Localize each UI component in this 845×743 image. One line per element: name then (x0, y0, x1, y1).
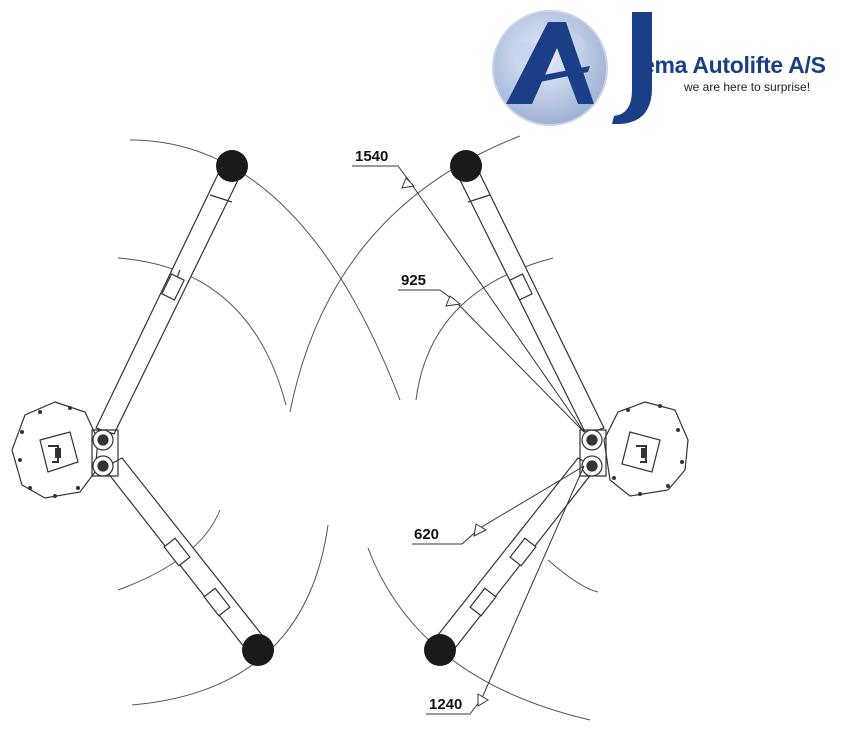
dim-1540-label: 1540 (355, 148, 389, 165)
company-name: ema Autolifte A/S (642, 52, 826, 79)
left-hinge-joints (91, 429, 119, 477)
dim-1240-leader (426, 465, 585, 715)
right-bottom-lift-pad (424, 634, 456, 666)
right-hinge-joints (579, 429, 607, 477)
logo-j-mark (612, 12, 652, 124)
dim-1540-leader (352, 165, 585, 433)
left-lower-arm (103, 457, 267, 653)
right-column-base (603, 401, 689, 497)
company-tagline: we are here to surprise! (684, 80, 811, 94)
dim-620-label: 620 (414, 526, 440, 543)
left-column-base (11, 401, 99, 499)
company-name-text: ema Autolifte A/S (642, 52, 826, 78)
left-bottom-lift-pad (242, 634, 274, 666)
dim-1240-label: 1240 (429, 696, 463, 713)
dim-925-leader (398, 289, 585, 433)
logo-a-mark (506, 22, 594, 104)
left-upper-arm (95, 169, 241, 435)
dim-620-leader (412, 465, 585, 545)
swing-arcs (117, 135, 599, 721)
left-top-lift-pad (216, 150, 248, 182)
right-top-lift-pad (450, 150, 482, 182)
dim-925-label: 925 (401, 272, 427, 289)
right-upper-arm (457, 169, 605, 435)
company-logo (492, 10, 652, 126)
dimension-leaders (352, 165, 585, 715)
